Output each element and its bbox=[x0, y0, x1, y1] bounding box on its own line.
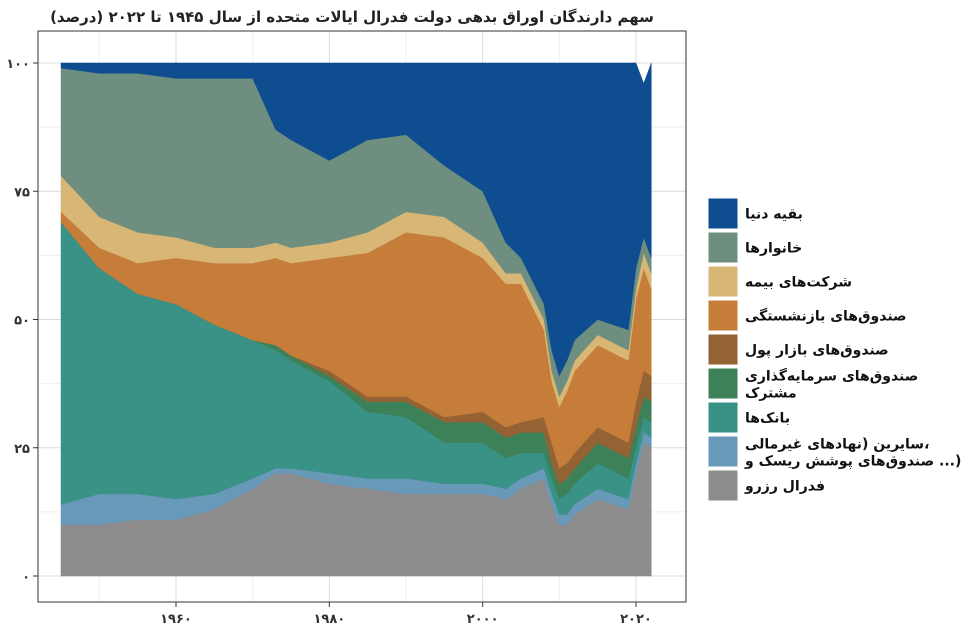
y-tick-label: ۰ bbox=[22, 570, 30, 585]
legend-swatch bbox=[707, 435, 739, 468]
area-series-path bbox=[60, 62, 652, 377]
legend-swatch bbox=[707, 401, 739, 434]
legend-label: صندوق‌های سرمایه‌گذاری مشترک bbox=[745, 368, 918, 402]
x-tick-label: ۲۰۲۰ bbox=[620, 612, 652, 627]
y-tick-label: ۲۵ bbox=[14, 442, 30, 457]
x-tick-label: ۱۹۶۰ bbox=[160, 612, 192, 627]
x-tick-label: ۲۰۰۰ bbox=[467, 612, 499, 627]
legend: بقیه دنیا خانوارها شرکت‌های بیمه صندوق‌های … bbox=[707, 197, 961, 502]
y-tick-label: ۵۰ bbox=[14, 314, 30, 329]
x-tick-label: ۱۹۸۰ bbox=[313, 612, 345, 627]
legend-swatch bbox=[707, 469, 739, 502]
legend-label: شرکت‌های بیمه bbox=[745, 275, 852, 291]
legend-swatch bbox=[707, 265, 739, 298]
legend-label: صندوق‌های بازار پول bbox=[745, 343, 889, 359]
legend-label: خانوارها bbox=[745, 241, 802, 257]
y-axis: ۰ ۲۵ ۵۰ ۷۵ ۱۰۰ bbox=[6, 57, 38, 585]
legend-label: صندوق‌های بازنشستگی bbox=[745, 308, 907, 325]
y-tick-label: ۱۰۰ bbox=[6, 57, 30, 72]
legend-swatch bbox=[707, 197, 739, 230]
y-tick-label: ۷۵ bbox=[14, 185, 30, 200]
legend-label: بانک‌ها bbox=[745, 411, 790, 427]
legend-label: سایرین (نهادهای غیرمالی، صندوق‌های پوشش ر… bbox=[744, 437, 961, 470]
legend-swatch bbox=[707, 299, 739, 332]
plot-border bbox=[37, 30, 687, 603]
chart-title: سهم دارندگان اوراق بدهی دولت فدرال ایالا… bbox=[50, 8, 654, 26]
x-axis: ۱۹۶۰ ۱۹۸۰ ۲۰۰۰ ۲۰۲۰ bbox=[160, 602, 652, 627]
legend-label: فدرال رزرو bbox=[744, 479, 825, 495]
legend-swatch bbox=[707, 231, 739, 264]
area-series bbox=[60, 62, 652, 577]
legend-swatch bbox=[707, 333, 739, 366]
legend-label: بقیه دنیا bbox=[745, 207, 803, 223]
legend-swatch bbox=[707, 367, 739, 400]
